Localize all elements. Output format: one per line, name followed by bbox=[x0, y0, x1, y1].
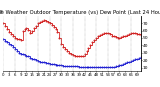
Text: F: F bbox=[0, 10, 2, 15]
Title: Milwaukee Weather Outdoor Temperature (vs) Dew Point (Last 24 Hours): Milwaukee Weather Outdoor Temperature (v… bbox=[0, 10, 160, 15]
